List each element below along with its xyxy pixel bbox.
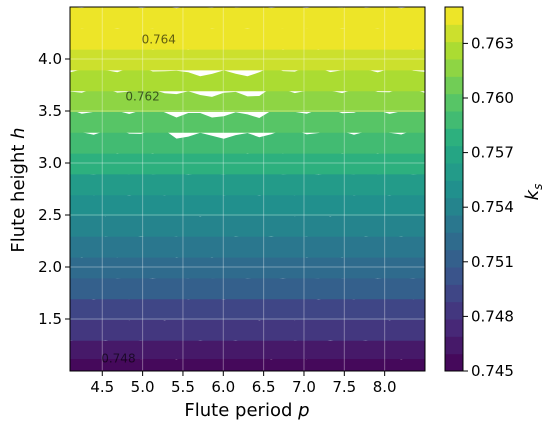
colorbar-band	[445, 284, 463, 303]
colorbar-band	[445, 145, 463, 164]
colorbar	[445, 7, 463, 372]
contour-band	[70, 87, 425, 112]
contour-band	[70, 26, 425, 50]
contour-band	[70, 172, 425, 196]
colorbar-tick-label: 0.745	[471, 362, 514, 380]
contour-band	[70, 128, 425, 154]
colorbar-tick-label: 0.763	[471, 34, 514, 52]
x-tick-label: 5.5	[171, 378, 195, 396]
y-tick-label: 4.0	[38, 50, 62, 68]
colorbar-band	[445, 180, 463, 199]
contour-band	[70, 234, 425, 258]
colorbar-band	[445, 301, 463, 320]
colorbar-frame	[444, 6, 464, 372]
contour-band	[70, 151, 425, 175]
colorbar-tick-label: 0.757	[471, 144, 514, 162]
contour-band	[70, 338, 425, 359]
colorbar-tick-label: 0.751	[471, 253, 514, 271]
y-tick-label: 1.5	[38, 310, 62, 328]
colorbar-band	[445, 267, 463, 285]
colorbar-band	[445, 76, 463, 95]
colorbar-band	[445, 353, 463, 372]
colorbar-band	[445, 215, 463, 233]
contour-band	[70, 66, 425, 92]
x-tick-label: 7.5	[332, 378, 356, 396]
y-axis-label-text: Flute height	[8, 145, 29, 253]
contour-band	[70, 317, 425, 341]
contour-band	[70, 276, 425, 300]
colorbar-band	[445, 128, 463, 147]
contour-band	[70, 108, 425, 133]
colorbar-band	[445, 7, 463, 25]
colorbar-band	[445, 163, 463, 181]
contour-band	[70, 297, 425, 320]
colorbar-band	[445, 249, 463, 268]
contour-band	[70, 255, 425, 279]
contour-band	[70, 213, 425, 237]
grid-lines	[70, 7, 425, 371]
colorbar-tick-label: 0.748	[471, 307, 514, 325]
colorbar-band	[445, 336, 463, 355]
y-tick-label: 2.5	[38, 206, 62, 224]
colorbar-label-subscript: s	[531, 184, 545, 190]
contour-band	[70, 193, 425, 216]
y-axis-label-symbol: h	[8, 127, 29, 138]
contour-band	[70, 7, 425, 29]
x-axis: 4.5 5.0 5.5 6.0 6.5 7.0 7.5 8.0	[90, 371, 397, 396]
contour-labels: 0.764 0.762 0.748	[101, 32, 176, 365]
x-axis-label: Flute period p	[184, 400, 309, 421]
y-tick-label: 3.0	[38, 154, 62, 172]
y-axis-label: Flute height h	[8, 127, 29, 252]
contour-label: 0.762	[125, 90, 159, 104]
x-tick-label: 5.0	[131, 378, 155, 396]
colorbar-band	[445, 41, 463, 60]
colorbar-band	[445, 111, 463, 129]
x-tick-label: 4.5	[90, 378, 114, 396]
x-tick-label: 7.0	[292, 378, 316, 396]
contour-label: 0.748	[101, 352, 135, 366]
colorbar-band	[445, 59, 463, 77]
colorbar-band	[445, 197, 463, 216]
colorbar-band	[445, 232, 463, 251]
plot-frame	[69, 6, 426, 372]
x-axis-label-text: Flute period	[184, 400, 292, 421]
y-tick-label: 2.0	[38, 258, 62, 276]
colorbar-band	[445, 24, 463, 43]
colorbar-label: ks	[522, 184, 545, 201]
colorbar-label-main: k	[522, 188, 543, 200]
y-tick-label: 3.5	[38, 102, 62, 120]
y-axis: 1.5 2.0 2.5 3.0 3.5 4.0	[38, 50, 70, 328]
colorbar-band	[445, 93, 463, 112]
x-tick-label: 8.0	[373, 378, 397, 396]
x-tick-label: 6.0	[211, 378, 235, 396]
colorbar-tick-label: 0.760	[471, 89, 514, 107]
contour-plot-area	[70, 7, 425, 371]
contour-label: 0.764	[142, 32, 176, 46]
x-axis-label-symbol: p	[297, 400, 309, 421]
x-tick-label: 6.5	[252, 378, 276, 396]
contour-band	[70, 47, 425, 71]
colorbar-tick-label: 0.754	[471, 198, 514, 216]
colorbar-band	[445, 319, 463, 337]
contour-band	[70, 356, 425, 371]
colorbar-ticks: 0.745 0.748 0.751 0.754 0.757 0.760 0.763	[463, 34, 514, 380]
